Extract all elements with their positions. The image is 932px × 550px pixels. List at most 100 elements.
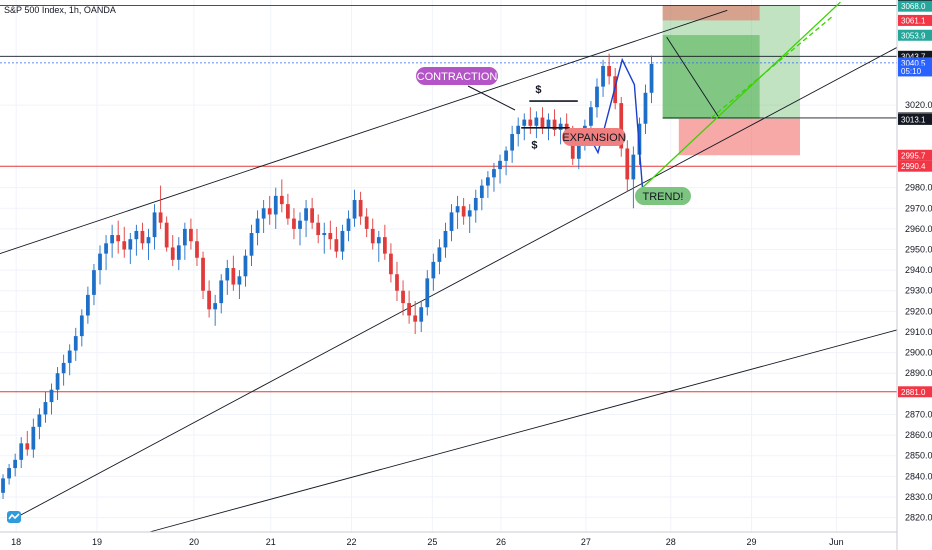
time-tick-label: 26 [496,537,506,547]
time-tick-label: 20 [189,537,199,547]
trend-channel-line[interactable] [0,9,728,255]
price-tag-bg [898,57,932,69]
candle-body [619,103,624,149]
chart-title: S&P 500 Index, 1h, OANDA [4,5,116,15]
candle-body [73,336,78,351]
time-tick-label: Jun [829,537,844,547]
price-tag[interactable]: 3040.5 [898,57,932,69]
time-axis[interactable]: 18 19 20 21 22 25 26 27 28 29 Jun [0,531,897,547]
candle-body [504,150,508,161]
price-tag-bg [898,113,932,125]
annotation-layer[interactable]: CONTRACTION EXPANSION TREND! $ $ [416,1,841,205]
price-tag[interactable]: 3068.0 [898,0,932,12]
price-tick-label: 2940.0 [905,265,932,275]
candle-body [607,65,611,77]
candle-body [552,119,557,130]
price-tick-label: 2960.0 [905,224,932,234]
candle-body [437,247,442,262]
trend-label[interactable]: TREND! [635,187,691,205]
candle-body [7,468,11,479]
candle-body [146,237,151,244]
candle-body [534,117,539,126]
price-tag-bg [898,14,932,26]
candle-body [237,276,242,285]
candle-body [358,200,363,217]
candle-body [61,362,66,374]
price-tag-bg [898,386,932,398]
candle-body [255,218,260,234]
candle-body [352,200,357,219]
time-tick-label: 29 [747,537,757,547]
candle-body [570,136,575,159]
candle-body [243,255,248,277]
price-tag-label: 2990.4 [901,162,926,171]
expansion-text: EXPANSION [562,132,625,144]
candle-body [201,257,205,291]
price-tag[interactable]: 3053.9 [898,29,932,41]
trend-arrow[interactable] [642,1,841,189]
candle-body [625,148,630,180]
candle-body [492,169,496,178]
candle-series [1,53,654,500]
candle-body [316,222,321,236]
contraction-label[interactable]: CONTRACTION [416,67,498,85]
candle-body [182,228,187,246]
candle-body [213,303,218,310]
price-tick-label: 2870.0 [905,409,932,419]
projection-line[interactable] [666,36,720,119]
price-axis[interactable]: 2820.0 2830.0 2840.0 2850.0 2860.0 2870.0 2890… [896,0,932,550]
stop-zone[interactable] [678,118,801,156]
price-tag[interactable]: 2990.4 [898,160,932,172]
trend-channel-line[interactable] [11,47,898,521]
price-tag[interactable]: 2995.7 [898,149,932,161]
price-tag[interactable]: 3043.7 [898,50,932,62]
candle-body [304,208,308,221]
price-tag[interactable]: 2881.0 [898,386,932,398]
candle-body [128,239,133,250]
contraction-text: CONTRACTION [417,71,498,83]
stop-zone-top[interactable] [662,5,760,21]
price-tick-label: 2980.0 [905,183,932,193]
price-tag[interactable]: 3013.1 [898,113,932,125]
candle-body [443,230,448,248]
candle-body [122,241,127,250]
candle-body [152,212,157,238]
dollar-top: $ [535,84,541,96]
candle-body [376,237,381,244]
price-tick-label: 2890.0 [905,368,932,378]
candle-body [86,294,90,316]
candle-body [340,230,345,252]
candle-body [298,220,302,229]
dollar-bottom: $ [531,139,537,151]
candle-body [595,86,599,108]
candle-body [461,206,466,217]
price-tag[interactable]: 05:10 [898,65,932,77]
price-tag-label: 3043.7 [901,52,926,61]
candle-body [43,402,48,415]
candle-body [528,119,533,126]
price-tag-bg [898,149,932,161]
candle-body [134,230,139,240]
candle-body [546,119,551,128]
price-tag-bg [898,50,932,62]
candle-body [55,373,60,390]
trend-channel-line[interactable] [149,329,898,533]
candle-body [25,443,30,450]
candle-body [455,206,460,213]
tradingview-logo[interactable] [7,511,21,523]
expansion-label[interactable]: EXPANSION [562,128,626,146]
candle-body [219,280,224,304]
price-tick-label: 2970.0 [905,203,932,213]
projected-path[interactable] [710,15,833,119]
candle-body [189,228,193,242]
candle-body [467,210,472,217]
candle-body [261,208,266,219]
price-tag[interactable]: 3061.1 [898,14,932,26]
candle-body [449,212,454,231]
candle-body [104,243,108,254]
candle-body [67,350,72,363]
trend-bubble [635,187,691,205]
candle-body [310,208,315,223]
candle-body [140,230,145,244]
